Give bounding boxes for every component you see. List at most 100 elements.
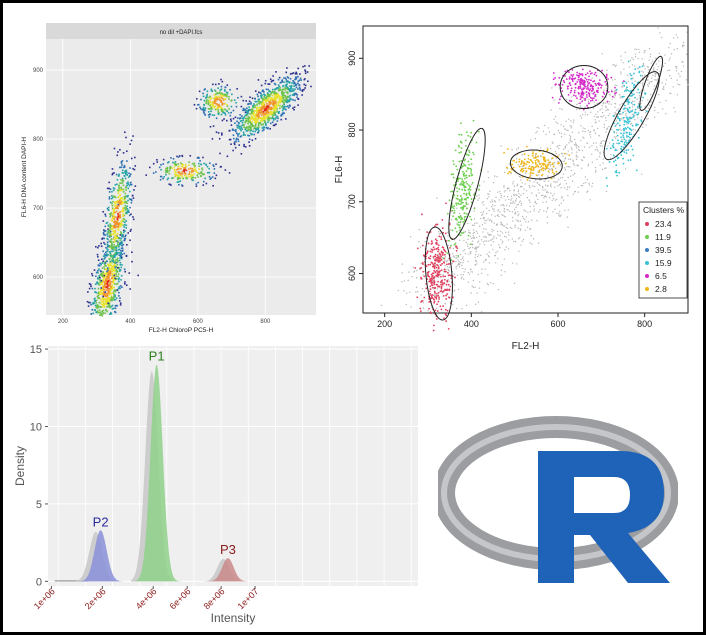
scatter-point	[122, 224, 125, 227]
scatter-point	[103, 306, 106, 308]
cluster-point	[622, 157, 625, 160]
scatter-point	[120, 220, 123, 223]
scatter-point	[256, 100, 258, 103]
scatter-point	[202, 184, 205, 186]
background-point	[651, 60, 654, 62]
scatter-point	[101, 289, 104, 291]
scatter-point	[126, 184, 128, 187]
background-point	[564, 209, 566, 212]
scatter-point	[122, 184, 125, 187]
background-point	[597, 150, 599, 152]
background-point	[461, 308, 463, 310]
background-point	[515, 158, 518, 160]
scatter-point	[217, 107, 219, 109]
background-point	[575, 151, 578, 153]
background-point	[566, 129, 568, 131]
background-point	[544, 178, 547, 181]
scatter-point	[113, 261, 116, 264]
scatter-point	[210, 89, 213, 92]
scatter-point	[109, 305, 111, 307]
cluster-point	[557, 101, 560, 104]
scatter-point	[187, 173, 190, 176]
cluster-point	[452, 163, 455, 166]
scatter-point	[103, 289, 105, 291]
scatter-point	[120, 241, 122, 244]
scatter-point	[99, 311, 102, 314]
background-point	[614, 65, 617, 68]
cluster-point	[583, 83, 586, 86]
scatter-point	[208, 108, 211, 110]
scatter-point	[111, 225, 113, 227]
background-point	[553, 176, 555, 178]
background-point	[641, 70, 643, 72]
scatter-point	[118, 184, 120, 187]
scatter-point	[121, 264, 123, 266]
x-tick-label: 600	[193, 319, 204, 325]
scatter-point	[131, 194, 134, 197]
background-point	[637, 117, 639, 119]
scatter-point	[282, 97, 285, 99]
scatter-point	[102, 274, 104, 277]
cluster-point	[618, 124, 621, 127]
scatter-point	[295, 71, 297, 74]
background-point	[504, 249, 506, 251]
scatter-point	[102, 279, 105, 281]
cluster-point	[523, 158, 526, 161]
background-point	[608, 103, 610, 105]
scatter-point	[104, 268, 107, 271]
background-point	[451, 253, 454, 255]
scatter-point	[274, 100, 277, 103]
background-point	[662, 88, 664, 90]
scatter-point	[107, 272, 110, 275]
scatter-point	[180, 174, 183, 177]
scatter-point	[228, 95, 230, 98]
cluster-point	[540, 168, 543, 171]
scatter-point	[191, 162, 194, 165]
scatter-point	[236, 132, 238, 135]
scatter-point	[115, 239, 118, 242]
background-point	[495, 196, 497, 199]
scatter-point	[102, 210, 105, 213]
cluster-point	[419, 310, 422, 313]
background-point	[647, 117, 649, 120]
scatter-point	[126, 212, 128, 215]
background-point	[448, 266, 451, 268]
scatter-point	[242, 99, 245, 102]
scatter-point	[104, 243, 106, 246]
background-point	[605, 190, 608, 193]
scatter-point	[261, 108, 264, 110]
cluster-point	[447, 263, 450, 265]
background-point	[496, 224, 498, 226]
background-point	[675, 70, 678, 72]
scatter-point	[276, 87, 278, 89]
background-point	[475, 250, 477, 253]
background-point	[517, 238, 520, 240]
scatter-point	[115, 304, 117, 307]
scatter-point	[111, 204, 114, 207]
scatter-point	[188, 175, 190, 178]
cluster-point	[437, 280, 439, 283]
scatter-point	[294, 92, 296, 95]
scatter-point	[91, 287, 94, 290]
background-point	[591, 161, 594, 163]
scatter-point	[193, 164, 195, 166]
scatter-point	[126, 202, 128, 205]
scatter-point	[121, 177, 124, 180]
background-point	[672, 37, 675, 39]
scatter-point	[282, 88, 285, 91]
cluster-point	[620, 140, 623, 143]
cluster-point	[574, 86, 577, 89]
cluster-point	[614, 125, 617, 127]
scatter-point	[97, 255, 99, 258]
cluster-point	[432, 272, 435, 275]
scatter-point	[250, 126, 252, 129]
cluster-point	[470, 162, 473, 165]
cluster-point	[462, 174, 465, 177]
background-point	[549, 168, 551, 171]
background-point	[518, 213, 520, 215]
scatter-point	[248, 116, 250, 118]
scatter-point	[286, 91, 289, 94]
scatter-point	[214, 105, 217, 108]
cluster-point	[468, 193, 470, 195]
scatter-point	[220, 165, 222, 168]
